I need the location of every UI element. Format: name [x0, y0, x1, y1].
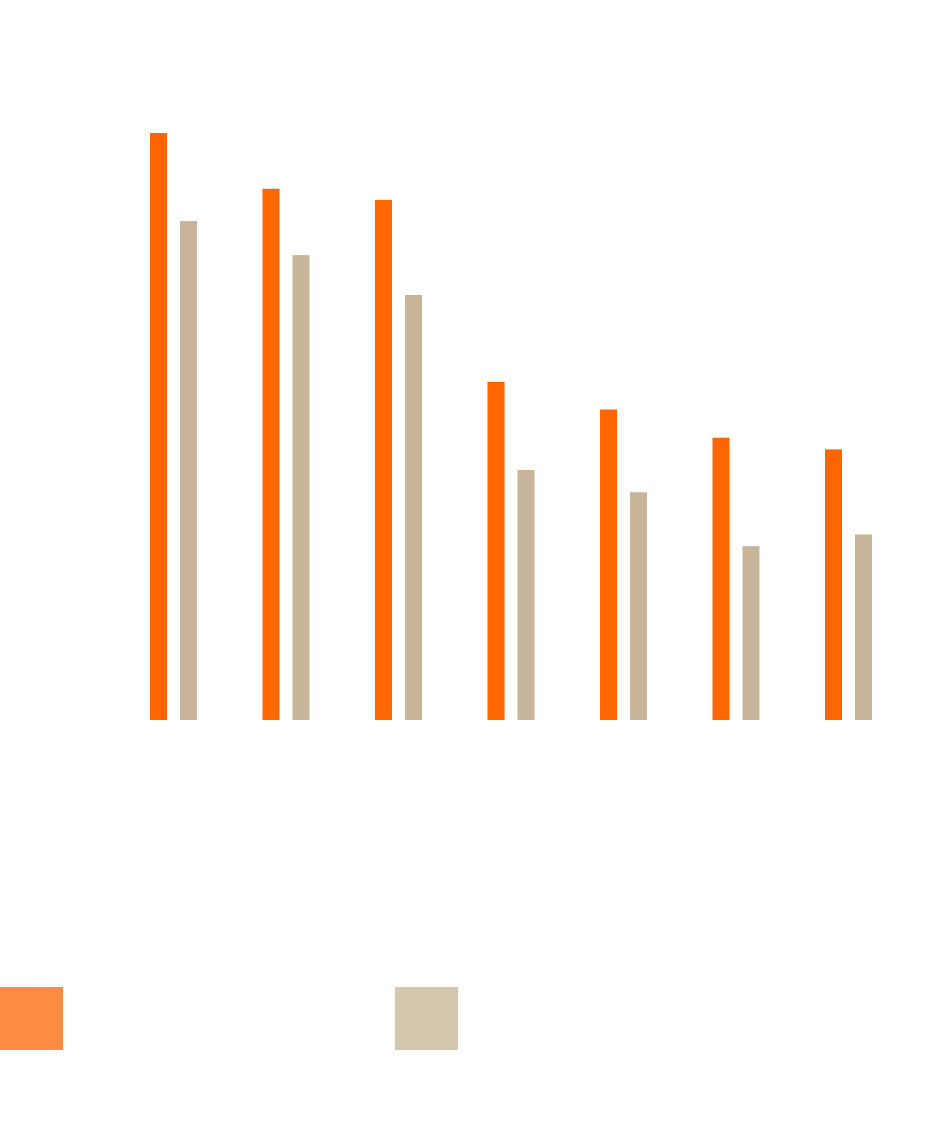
bars-layer [150, 133, 872, 721]
bar-series1-group1 [150, 133, 167, 720]
bar-group-3 [375, 199, 422, 720]
bar-series1-group6 [712, 437, 730, 720]
bar-series2-group3 [405, 295, 422, 720]
bar-series2-group4 [517, 469, 535, 720]
bar-series2-group7 [855, 534, 872, 720]
bar-series1-group3 [375, 199, 392, 720]
bar-series2-group2 [292, 255, 310, 720]
bar-series1-group4 [487, 381, 505, 720]
bar-series2-group1 [180, 221, 197, 720]
bar-group-5 [600, 409, 647, 720]
bar-group-6 [712, 437, 760, 720]
legend-swatch-series1 [0, 987, 63, 1050]
bar-series1-group5 [600, 409, 617, 720]
legend-swatch-series2 [395, 987, 458, 1050]
bar-series1-group7 [825, 449, 842, 720]
bar-series1-group2 [262, 188, 280, 721]
bar-series2-group5 [630, 492, 647, 720]
bar-group-7 [825, 449, 872, 720]
bar-group-1 [150, 133, 197, 720]
legend [0, 987, 458, 1050]
bar-group-4 [487, 381, 535, 720]
bar-series2-group6 [742, 546, 760, 720]
bar-group-2 [262, 188, 310, 721]
